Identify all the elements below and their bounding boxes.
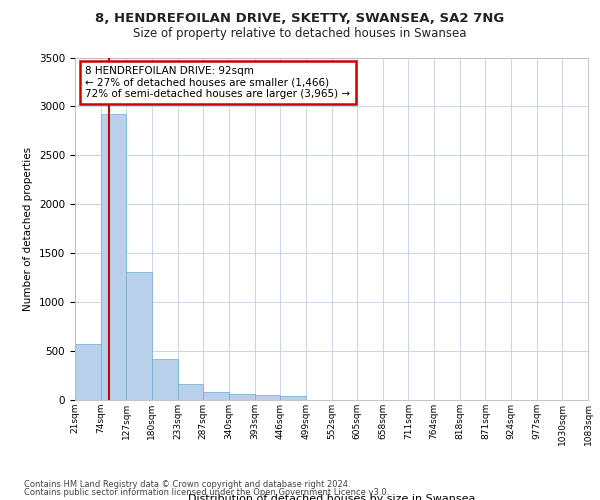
Text: 8, HENDREFOILAN DRIVE, SKETTY, SWANSEA, SA2 7NG: 8, HENDREFOILAN DRIVE, SKETTY, SWANSEA, … (95, 12, 505, 26)
Bar (127, 272, 152, 400)
Text: Contains public sector information licensed under the Open Government Licence v3: Contains public sector information licen… (24, 488, 389, 497)
Y-axis label: Number of detached properties: Number of detached properties (23, 146, 34, 311)
Bar (229, 394, 254, 400)
Text: Size of property relative to detached houses in Swansea: Size of property relative to detached ho… (133, 28, 467, 40)
Bar (75, 344, 101, 400)
Bar (152, 360, 178, 400)
Bar (280, 396, 306, 400)
Text: 8 HENDREFOILAN DRIVE: 92sqm
← 27% of detached houses are smaller (1,466)
72% of : 8 HENDREFOILAN DRIVE: 92sqm ← 27% of det… (85, 66, 350, 100)
X-axis label: Distribution of detached houses by size in Swansea: Distribution of detached houses by size … (188, 494, 475, 500)
Bar (254, 395, 280, 400)
Bar (203, 392, 229, 400)
Bar (101, 114, 127, 400)
Text: Contains HM Land Registry data © Crown copyright and database right 2024.: Contains HM Land Registry data © Crown c… (24, 480, 350, 489)
Bar (178, 384, 203, 400)
